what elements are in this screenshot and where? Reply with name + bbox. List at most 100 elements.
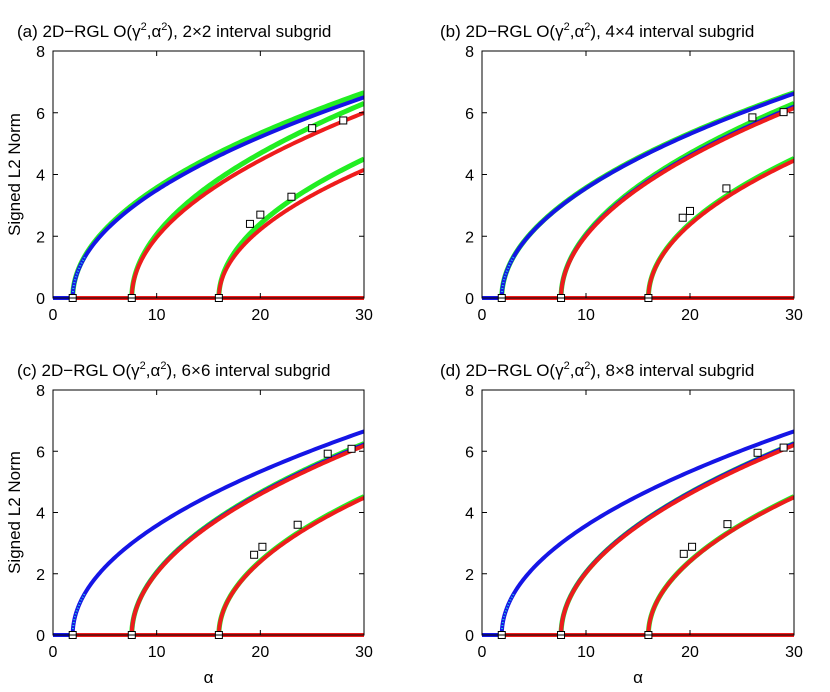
- series-red-branch-1: [129, 110, 364, 299]
- x-tick-label: 10: [148, 307, 166, 324]
- series-blue-branch-1: [70, 95, 364, 299]
- plot-area: [482, 90, 794, 300]
- series-green-branch-3: [645, 156, 794, 300]
- title-part-suffix: ), 2×2 interval subgrid: [167, 22, 331, 41]
- series-green-branch-2: [216, 494, 364, 637]
- y-tick-label: 4: [36, 168, 45, 185]
- y-tick-label: 8: [465, 44, 474, 61]
- x-axis-label: α: [204, 668, 214, 687]
- series-red-branch-1: [559, 106, 794, 299]
- title-superscript: 2: [584, 21, 590, 33]
- square-marker: [258, 542, 267, 551]
- panel-b: (b) 2D−RGL O(γ2,α2), 4×4 interval subgri…: [440, 21, 803, 324]
- title-part-suffix: ), 8×8 interval subgrid: [590, 361, 754, 380]
- series-blue-steep-highlight: [500, 255, 516, 299]
- series-red-branch-1: [129, 443, 364, 636]
- series-red-branch-2: [216, 168, 364, 300]
- panel-title: (b) 2D−RGL O(γ2,α2), 4×4 interval subgri…: [440, 21, 754, 41]
- x-tick-label: 20: [251, 644, 269, 661]
- series-green-branch-2: [129, 101, 364, 300]
- title-part-a: α: [574, 22, 584, 41]
- square-marker: [250, 550, 259, 559]
- y-tick-label: 4: [465, 168, 474, 185]
- y-tick-label: 8: [465, 383, 474, 400]
- square-marker: [245, 219, 254, 228]
- x-tick-label: 30: [785, 307, 803, 324]
- title-part-suffix: ), 6×6 interval subgrid: [166, 361, 330, 380]
- y-tick-label: 0: [36, 291, 45, 308]
- y-axis-label: Signed L2 Norm: [5, 451, 24, 574]
- square-marker: [256, 210, 265, 219]
- panel-title: (d) 2D−RGL O(γ2,α2), 8×8 interval subgri…: [440, 360, 754, 380]
- y-tick-label: 2: [36, 229, 45, 246]
- square-marker: [323, 449, 332, 458]
- y-tick-label: 4: [36, 506, 45, 523]
- title-part-sep: ,: [570, 361, 575, 380]
- series-red-branch-2: [216, 495, 364, 637]
- title-part-prefix: (b) 2D−RGL O(: [440, 22, 555, 41]
- square-marker: [753, 448, 762, 457]
- series-green-branch-2: [558, 101, 794, 300]
- series-red-branch-2: [646, 158, 794, 300]
- series-green-branch-2: [645, 494, 794, 637]
- series-red-branch-2: [646, 495, 794, 637]
- axes-box: [52, 389, 365, 636]
- square-marker: [347, 444, 356, 453]
- x-tick-label: 20: [681, 307, 699, 324]
- x-tick-label: 0: [49, 644, 58, 661]
- panel-d: (d) 2D−RGL O(γ2,α2), 8×8 interval subgri…: [440, 360, 803, 687]
- y-axis-label: Signed L2 Norm: [5, 113, 24, 236]
- x-tick-label: 10: [577, 644, 595, 661]
- series-blue-branch-2: [129, 442, 364, 636]
- x-tick-label: 0: [49, 307, 58, 324]
- title-part-sep: ,: [570, 22, 575, 41]
- plot-area: [53, 429, 364, 637]
- title-superscript: 2: [564, 21, 570, 33]
- title-part-sep: ,: [147, 22, 152, 41]
- title-part-a: α: [151, 361, 161, 380]
- square-marker: [339, 116, 348, 125]
- axes-box: [481, 389, 795, 636]
- square-marker: [287, 192, 296, 201]
- title-part-prefix: (a) 2D−RGL O(: [17, 22, 132, 41]
- title-superscript: 2: [564, 360, 570, 372]
- square-marker: [308, 124, 317, 133]
- x-tick-label: 30: [355, 307, 373, 324]
- title-superscript: 2: [141, 21, 147, 33]
- square-marker: [748, 113, 757, 122]
- series-red-branch-1: [559, 443, 794, 636]
- title-superscript: 2: [140, 360, 146, 372]
- axes-box: [481, 50, 795, 299]
- x-axis-label: α: [633, 668, 643, 687]
- panel-c: (c) 2D−RGL O(γ2,α2), 6×6 interval subgri…: [5, 360, 373, 687]
- y-tick-label: 0: [36, 628, 45, 645]
- square-marker: [779, 443, 788, 452]
- axes-box: [52, 50, 365, 299]
- series-green-branch-1: [558, 441, 794, 637]
- y-tick-label: 2: [465, 229, 474, 246]
- square-marker: [686, 206, 694, 215]
- y-tick-label: 6: [465, 106, 474, 123]
- title-part-sep: ,: [146, 361, 151, 380]
- y-tick-label: 4: [465, 506, 474, 523]
- x-tick-label: 30: [785, 644, 803, 661]
- y-tick-label: 0: [465, 628, 474, 645]
- series-blue-steep-highlight: [500, 592, 516, 636]
- square-marker: [678, 213, 687, 222]
- series-blue-steep-highlight: [71, 592, 87, 636]
- title-part-g: γ: [132, 22, 141, 41]
- square-marker: [779, 108, 788, 117]
- y-tick-label: 0: [465, 291, 474, 308]
- square-marker: [722, 184, 731, 193]
- series-blue-branch-1: [70, 429, 364, 636]
- x-tick-label: 20: [251, 307, 269, 324]
- panel-title: (a) 2D−RGL O(γ2,α2), 2×2 interval subgri…: [17, 21, 331, 41]
- x-tick-label: 10: [577, 307, 595, 324]
- series-blue-branch-1: [499, 91, 794, 299]
- series-blue-steep-highlight: [71, 256, 87, 299]
- y-tick-label: 2: [465, 567, 474, 584]
- series-green-branch-1: [129, 441, 364, 637]
- title-superscript: 2: [161, 21, 167, 33]
- x-tick-label: 10: [148, 644, 166, 661]
